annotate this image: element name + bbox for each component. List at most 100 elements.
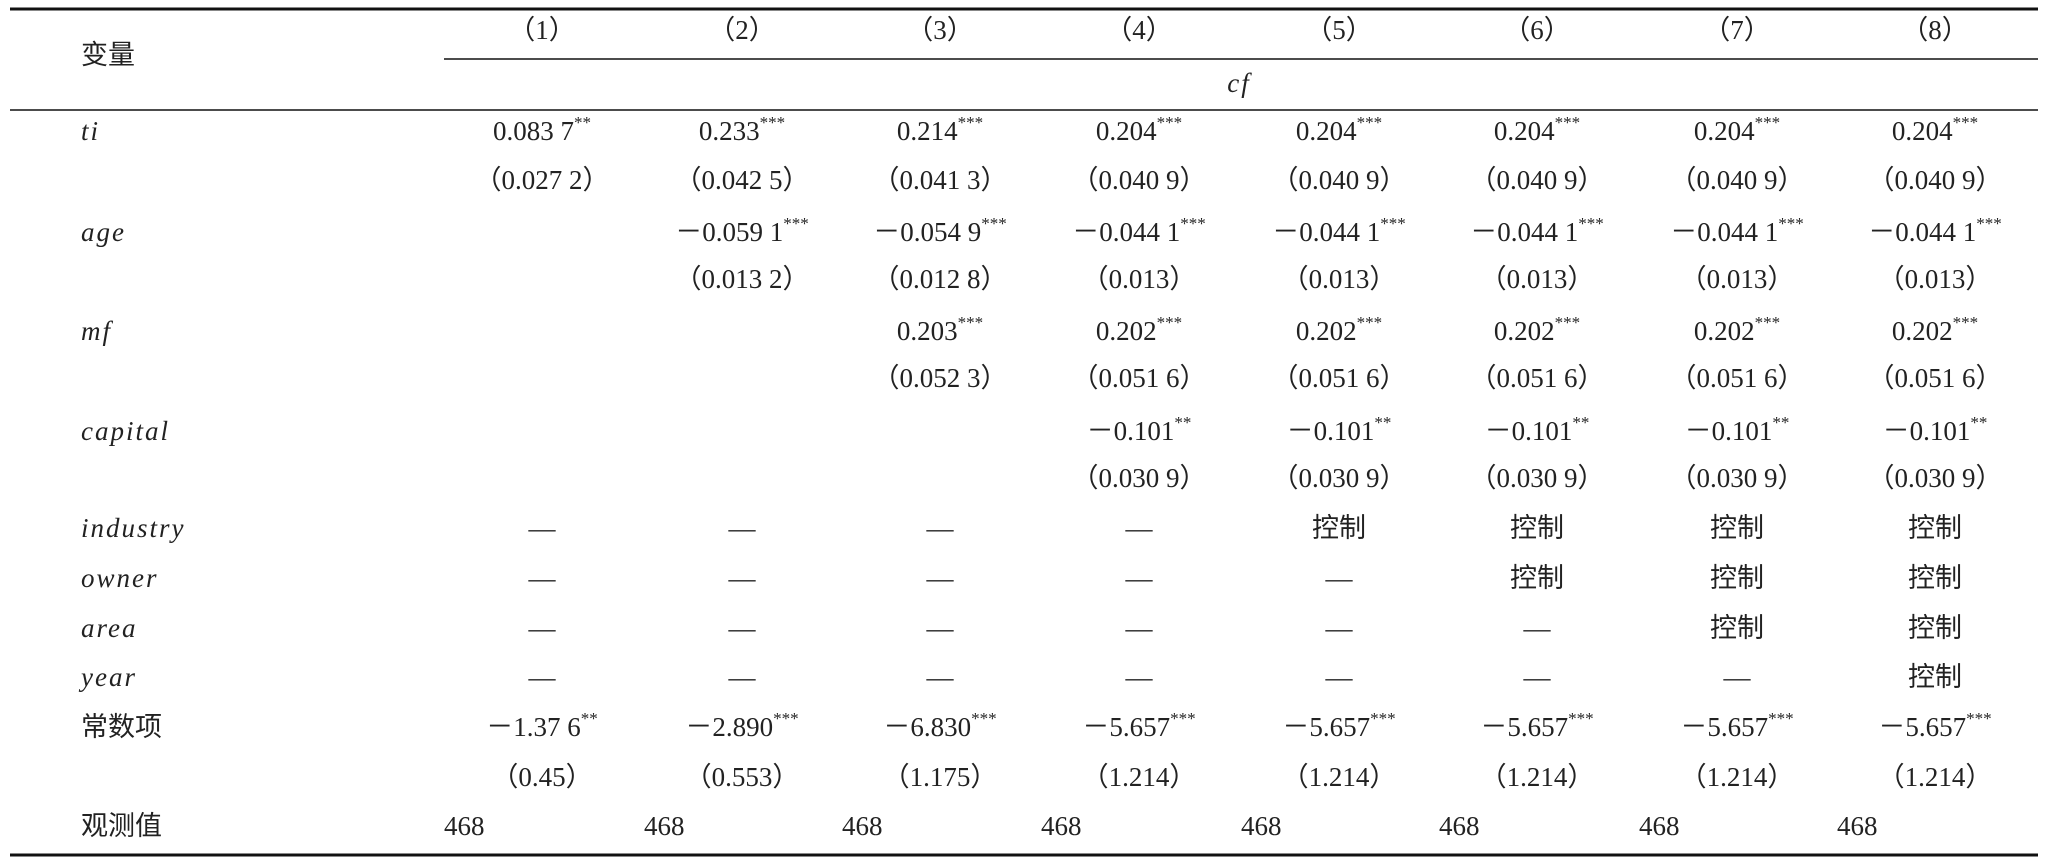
- cell: 控制: [1908, 662, 1962, 692]
- cell: －0.044 1***: [1272, 214, 1406, 247]
- cell: —: [1325, 563, 1354, 593]
- cell: —: [1523, 613, 1552, 643]
- cell: －0.044 1***: [1670, 214, 1804, 247]
- cell: 控制: [1908, 513, 1962, 543]
- cell-value: －0.044 1: [1470, 217, 1578, 247]
- significance: ***: [1953, 113, 1979, 132]
- cell-value: －5.657: [1082, 712, 1170, 742]
- cell: 控制: [1908, 563, 1962, 593]
- cell: －6.830***: [883, 709, 996, 742]
- cell: 0.203***: [897, 313, 983, 346]
- cell: —: [1125, 563, 1154, 593]
- significance: **: [1572, 413, 1589, 432]
- cell: —: [1523, 662, 1552, 692]
- cell: （0.051 6）: [1670, 363, 1805, 393]
- cell: （0.030 9）: [1272, 463, 1407, 493]
- cell: —: [1325, 613, 1354, 643]
- cell: （0.051 6）: [1470, 363, 1605, 393]
- cell: —: [1125, 613, 1154, 643]
- cell: 0.204***: [1296, 113, 1382, 146]
- significance: **: [1772, 413, 1789, 432]
- cell-value: 0.202: [1096, 316, 1157, 346]
- cell: （0.051 6）: [1272, 363, 1407, 393]
- significance: **: [1374, 413, 1391, 432]
- cell: （1.214）: [1082, 762, 1197, 792]
- cell: （0.040 9）: [1272, 165, 1407, 195]
- cell: （0.013 2）: [675, 264, 810, 294]
- significance: ***: [1966, 709, 1992, 728]
- cell: （0.051 6）: [1072, 363, 1207, 393]
- cell-value: 0.202: [1296, 316, 1357, 346]
- significance: ***: [1380, 214, 1406, 233]
- cell: 控制: [1710, 513, 1764, 543]
- significance: ***: [1568, 709, 1594, 728]
- significance: ***: [1157, 113, 1183, 132]
- cell-value: 0.204: [1892, 116, 1953, 146]
- cell: （1.175）: [883, 762, 998, 792]
- cell: （0.040 9）: [1670, 165, 1805, 195]
- cell: —: [1723, 662, 1752, 692]
- cell: —: [1125, 513, 1154, 543]
- cell-value: －2.890: [685, 712, 773, 742]
- cell: —: [528, 513, 557, 543]
- significance: ***: [1370, 709, 1396, 728]
- row-label: 常数项: [81, 712, 162, 742]
- column-header: （3）: [906, 15, 974, 45]
- cell: 0.202***: [1892, 313, 1978, 346]
- cell: （1.214）: [1480, 762, 1595, 792]
- cell-value: －0.044 1: [1272, 217, 1380, 247]
- cell: （0.013）: [1878, 264, 1993, 294]
- significance: ***: [773, 709, 799, 728]
- variable-header: 变量: [81, 40, 135, 70]
- cell: 0.204***: [1892, 113, 1978, 146]
- cell-value: 0.204: [1694, 116, 1755, 146]
- cell: －5.657***: [1082, 709, 1195, 742]
- cell: —: [1125, 662, 1154, 692]
- cell: （0.040 9）: [1868, 165, 2003, 195]
- cell: （1.214）: [1282, 762, 1397, 792]
- cell-value: －0.101: [1685, 416, 1773, 446]
- cell-value: －0.044 1: [1868, 217, 1976, 247]
- cell: －0.044 1***: [1470, 214, 1604, 247]
- cell: －0.054 9***: [873, 214, 1007, 247]
- cell: 468: [842, 811, 883, 841]
- cell-value: －0.044 1: [1670, 217, 1778, 247]
- cell: —: [728, 563, 757, 593]
- cell: （0.030 9）: [1072, 463, 1207, 493]
- cell: 0.214***: [897, 113, 983, 146]
- cell: 控制: [1908, 613, 1962, 643]
- cell-value: －5.657: [1878, 712, 1966, 742]
- cell: 控制: [1710, 563, 1764, 593]
- significance: ***: [1357, 113, 1383, 132]
- cell: －1.37 6**: [486, 709, 598, 742]
- cell-value: －5.657: [1282, 712, 1370, 742]
- cell: （1.214）: [1878, 762, 1993, 792]
- cell-value: 0.203: [897, 316, 958, 346]
- column-header: （5）: [1305, 15, 1373, 45]
- row-label: industry: [81, 513, 186, 543]
- cell: －5.657***: [1282, 709, 1395, 742]
- cell: －0.044 1***: [1072, 214, 1206, 247]
- column-header: （7）: [1703, 15, 1771, 45]
- significance: ***: [1953, 313, 1979, 332]
- cell: －5.657***: [1480, 709, 1593, 742]
- cell: 0.202***: [1694, 313, 1780, 346]
- cell: —: [728, 662, 757, 692]
- cell: 468: [444, 811, 485, 841]
- cell-value: 0.204: [1494, 116, 1555, 146]
- cell: －0.044 1***: [1868, 214, 2002, 247]
- cell-value: 0.202: [1694, 316, 1755, 346]
- column-header: （2）: [708, 15, 776, 45]
- cell: 468: [1439, 811, 1480, 841]
- cell: 控制: [1710, 613, 1764, 643]
- cell: －2.890***: [685, 709, 798, 742]
- cell: （0.040 9）: [1072, 165, 1207, 195]
- cell: －5.657***: [1680, 709, 1793, 742]
- cell: 468: [1837, 811, 1878, 841]
- significance: ***: [1357, 313, 1383, 332]
- cell-value: －0.054 9: [873, 217, 981, 247]
- cell-value: 0.202: [1494, 316, 1555, 346]
- cell: （0.030 9）: [1868, 463, 2003, 493]
- cell: （0.027 2）: [475, 165, 610, 195]
